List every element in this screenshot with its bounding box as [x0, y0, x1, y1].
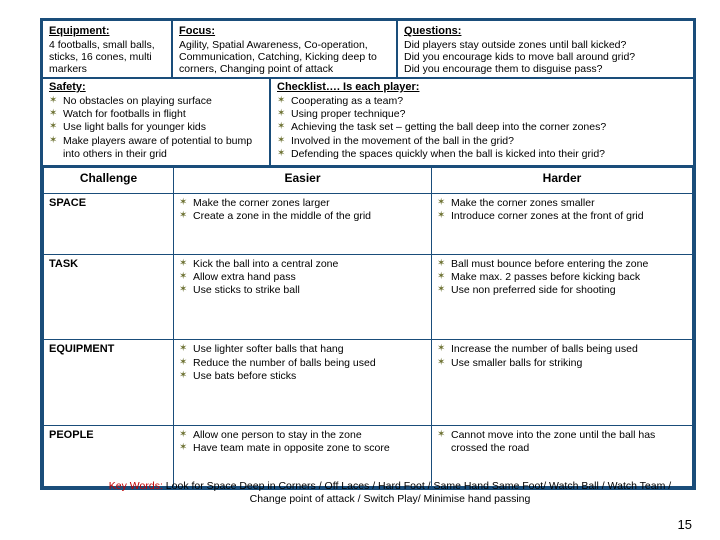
list-item: Watch for footballs in flight [49, 108, 263, 121]
table-row: TASKKick the ball into a central zoneAll… [44, 255, 693, 340]
mid-section: Safety: No obstacles on playing surfaceW… [43, 79, 693, 167]
table-cell: Make the corner zones largerCreate a zon… [174, 193, 432, 254]
table-cell: Increase the number of balls being usedU… [432, 340, 693, 425]
table-cell: Use lighter softer balls that hangReduce… [174, 340, 432, 425]
key-words-footer: Key Words: Look for Space Deep in Corner… [100, 480, 680, 506]
list-item: Make the corner zones smaller [437, 197, 687, 210]
table-row: EQUIPMENTUse lighter softer balls that h… [44, 340, 693, 425]
list-item: Defending the spaces quickly when the ba… [277, 148, 687, 161]
list-item: Kick the ball into a central zone [179, 258, 426, 271]
list-item: Reduce the number of balls being used [179, 357, 426, 370]
table-header-row: Challenge Easier Harder [44, 167, 693, 193]
worksheet-frame: Equipment: 4 footballs, small balls, sti… [40, 18, 696, 490]
list-item: Use light balls for younger kids [49, 121, 263, 134]
key-words-label: Key Words: [109, 480, 163, 492]
focus-cell: Focus: Agility, Spatial Awareness, Co-op… [173, 21, 398, 77]
list-item: Make the corner zones larger [179, 197, 426, 210]
checklist-cell: Checklist…. Is each player: Cooperating … [271, 79, 693, 165]
header-challenge: Challenge [44, 167, 174, 193]
header-easier: Easier [174, 167, 432, 193]
table-cell: Ball must bounce before entering the zon… [432, 255, 693, 340]
list-item: Allow extra hand pass [179, 271, 426, 284]
list-item: Introduce corner zones at the front of g… [437, 210, 687, 223]
list-item: Make players aware of potential to bump … [49, 135, 263, 161]
list-item: Achieving the task set – getting the bal… [277, 121, 687, 134]
checklist-heading: Checklist…. Is each player: [277, 81, 687, 93]
list-item: Use lighter softer balls that hang [179, 343, 426, 356]
list-item: Use sticks to strike ball [179, 284, 426, 297]
list-item: No obstacles on playing surface [49, 95, 263, 108]
equipment-text: 4 footballs, small balls, sticks, 16 con… [49, 39, 165, 75]
list-item: Involved in the movement of the ball in … [277, 135, 687, 148]
safety-list: No obstacles on playing surfaceWatch for… [49, 95, 263, 161]
list-item: Use non preferred side for shooting [437, 284, 687, 297]
table-row: PEOPLEAllow one person to stay in the zo… [44, 425, 693, 486]
table-cell: Cannot move into the zone until the ball… [432, 425, 693, 486]
equipment-heading: Equipment: [49, 25, 165, 37]
list-item: Make max. 2 passes before kicking back [437, 271, 687, 284]
table-row: SPACEMake the corner zones largerCreate … [44, 193, 693, 254]
list-item: Use smaller balls for striking [437, 357, 687, 370]
list-item: Cooperating as a team? [277, 95, 687, 108]
list-item: Cannot move into the zone until the ball… [437, 429, 687, 455]
page-number: 15 [678, 517, 692, 532]
list-item: Use bats before sticks [179, 370, 426, 383]
list-item: Increase the number of balls being used [437, 343, 687, 356]
row-label: EQUIPMENT [44, 340, 174, 425]
key-words-text: Look for Space Deep in Corners / Off Lac… [166, 480, 671, 505]
table-cell: Make the corner zones smallerIntroduce c… [432, 193, 693, 254]
questions-cell: Questions: Did players stay outside zone… [398, 21, 693, 77]
focus-text: Agility, Spatial Awareness, Co-operation… [179, 39, 390, 75]
focus-heading: Focus: [179, 25, 390, 37]
row-label: SPACE [44, 193, 174, 254]
row-label: PEOPLE [44, 425, 174, 486]
questions-heading: Questions: [404, 25, 687, 37]
table-cell: Allow one person to stay in the zoneHave… [174, 425, 432, 486]
list-item: Ball must bounce before entering the zon… [437, 258, 687, 271]
questions-text: Did players stay outside zones until bal… [404, 39, 687, 75]
list-item: Create a zone in the middle of the grid [179, 210, 426, 223]
table-cell: Kick the ball into a central zoneAllow e… [174, 255, 432, 340]
safety-heading: Safety: [49, 81, 263, 93]
top-section: Equipment: 4 footballs, small balls, sti… [43, 21, 693, 79]
header-harder: Harder [432, 167, 693, 193]
row-label: TASK [44, 255, 174, 340]
list-item: Have team mate in opposite zone to score [179, 442, 426, 455]
checklist-list: Cooperating as a team?Using proper techn… [277, 95, 687, 161]
challenge-table: Challenge Easier Harder SPACEMake the co… [43, 167, 693, 487]
list-item: Allow one person to stay in the zone [179, 429, 426, 442]
equipment-cell: Equipment: 4 footballs, small balls, sti… [43, 21, 173, 77]
safety-cell: Safety: No obstacles on playing surfaceW… [43, 79, 271, 165]
list-item: Using proper technique? [277, 108, 687, 121]
